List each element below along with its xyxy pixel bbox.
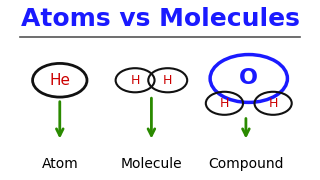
Text: Atom: Atom (41, 158, 78, 171)
Text: Compound: Compound (208, 158, 284, 171)
Text: H: H (220, 97, 229, 110)
Text: H: H (268, 97, 278, 110)
Text: O: O (239, 68, 258, 89)
Text: Molecule: Molecule (121, 158, 182, 171)
Text: H: H (131, 74, 140, 87)
Text: H: H (163, 74, 172, 87)
Text: He: He (49, 73, 70, 88)
Text: Atoms vs Molecules: Atoms vs Molecules (20, 7, 300, 31)
